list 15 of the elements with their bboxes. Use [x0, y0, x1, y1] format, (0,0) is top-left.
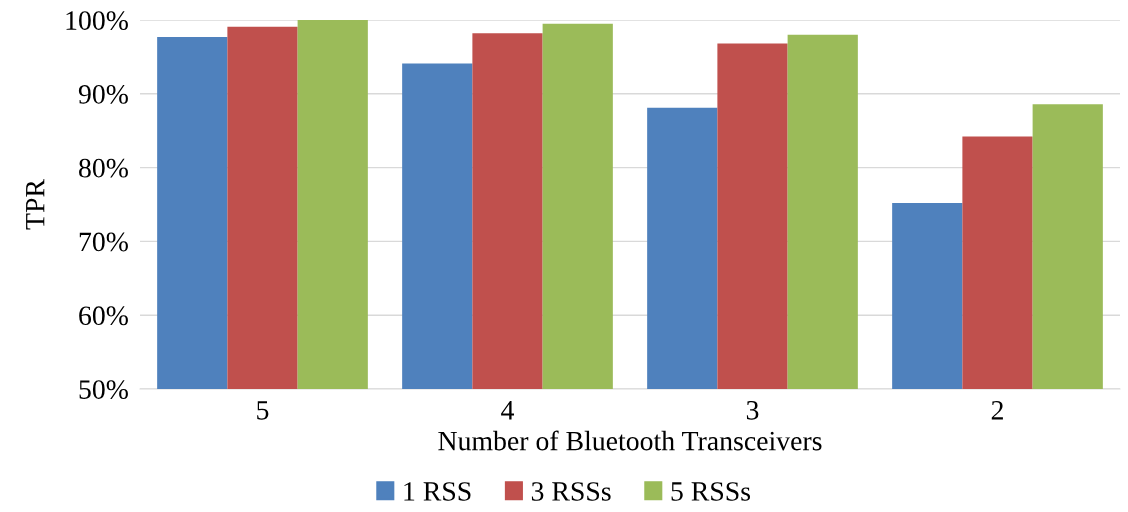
legend-label: 3 RSSs [531, 482, 611, 501]
x-tick-label: 3 [746, 400, 759, 420]
y-tick-label: 100% [66, 11, 128, 30]
x-tick-label: 5 [257, 401, 269, 420]
y-axis-title: TPR [26, 179, 45, 230]
legend-label: 5 RSSs [671, 482, 751, 501]
x-tick-label: 4 [501, 401, 515, 420]
x-tick-label: 2 [991, 400, 1003, 420]
legend-label: 1 RSS [404, 482, 471, 501]
y-tick-label: 80% [79, 158, 128, 178]
y-tick-label: 60% [79, 306, 128, 326]
y-tick-label: 50% [79, 380, 128, 399]
y-tick-label: 70% [79, 232, 128, 252]
y-tick-label: 90% [78, 84, 128, 104]
x-axis-title: Number of Bluetooth Transceivers [438, 430, 822, 451]
